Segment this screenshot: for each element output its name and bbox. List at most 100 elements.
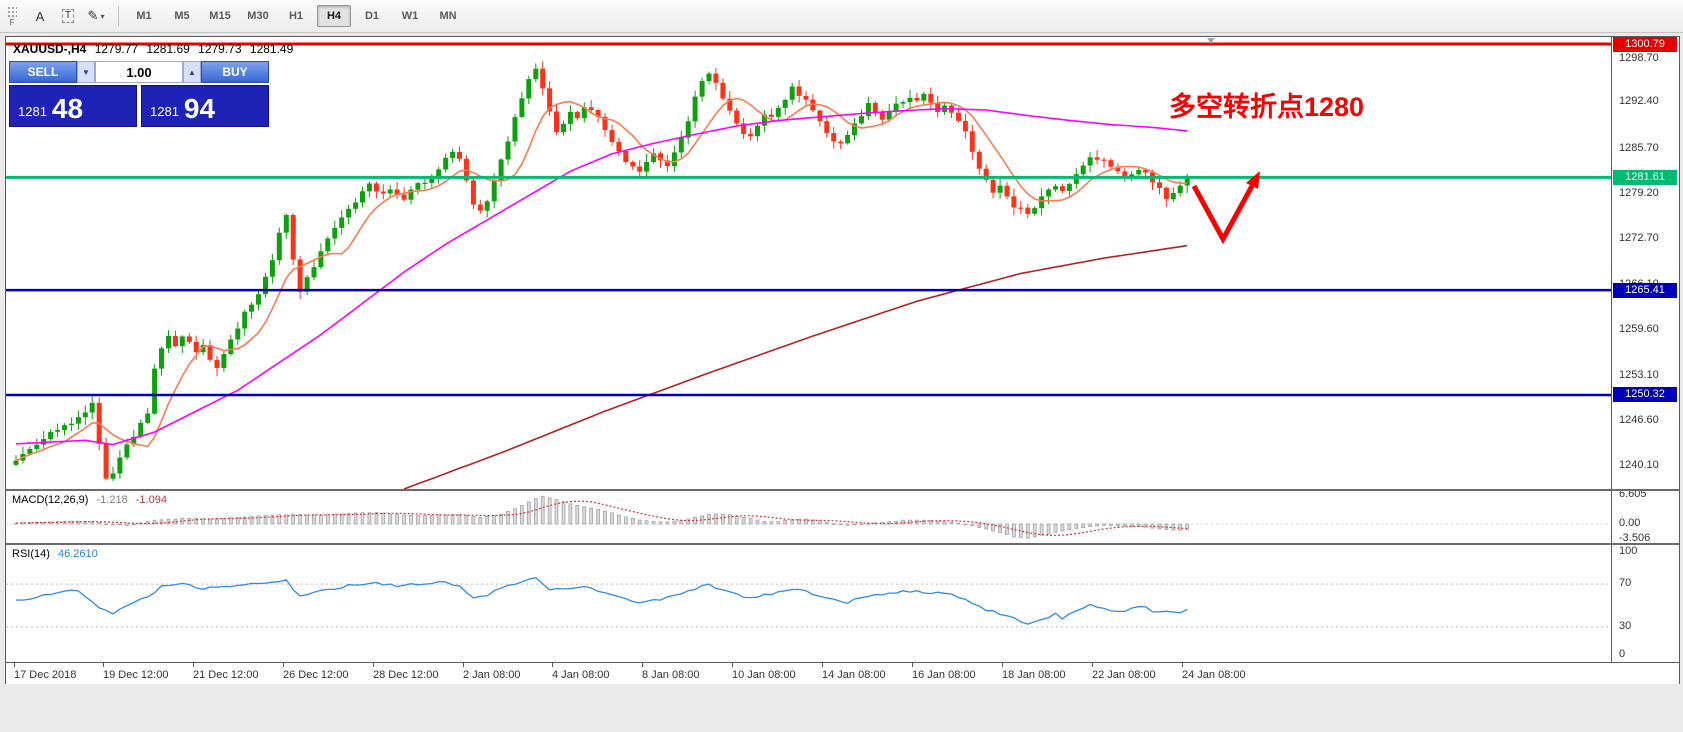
candle-body xyxy=(748,134,754,137)
macd-histogram-bar xyxy=(1060,523,1065,532)
macd-histogram-bar xyxy=(776,521,781,525)
macd-histogram-bar xyxy=(1185,523,1190,530)
candle-body xyxy=(304,277,310,292)
candle-body xyxy=(1046,189,1052,197)
macd-histogram-bar xyxy=(1012,523,1016,538)
time-axis[interactable]: 17 Dec 2018 19 Dec 12:00 21 Dec 12:00 26 De… xyxy=(6,662,1679,684)
candle-body xyxy=(166,336,171,349)
bid-price-big: 48 xyxy=(51,93,84,124)
text-tool-icon: T xyxy=(61,9,75,23)
macd-histogram-bar xyxy=(471,516,476,525)
candle-body xyxy=(408,189,414,200)
rsi-name: RSI(14) xyxy=(12,548,50,560)
candle-body xyxy=(1184,178,1190,186)
timeframe-m30[interactable]: M30 xyxy=(247,10,269,22)
toolbar-drag-handle[interactable]: F xyxy=(4,2,20,30)
ask-price-display[interactable]: 1281 94 xyxy=(141,85,269,127)
macd-histogram-bar xyxy=(1039,523,1044,536)
candle-body xyxy=(283,215,289,233)
candle-body xyxy=(138,422,144,437)
candle-body xyxy=(477,204,483,211)
time-tick-label: 26 Dec 12:00 xyxy=(283,669,349,681)
macd-histogram-bar xyxy=(769,521,774,525)
candle-body xyxy=(983,168,989,180)
price-axis[interactable]: 1298.701292.401285.701279.201272.701266.… xyxy=(1611,37,1679,683)
candle-body xyxy=(685,121,691,138)
macd-histogram-bar xyxy=(991,523,995,532)
candle-body xyxy=(1087,157,1093,166)
candle-body xyxy=(353,202,359,209)
macd-histogram-bar xyxy=(658,521,663,525)
macd-histogram-bar xyxy=(1122,523,1127,527)
time-tick xyxy=(1002,663,1003,667)
price-tick-label: 1285.70 xyxy=(1619,142,1659,154)
rsi-value: 46.2610 xyxy=(57,548,98,560)
volume-down-button[interactable]: ▼ xyxy=(77,61,95,83)
candle-body xyxy=(872,103,878,112)
candle-body xyxy=(152,368,158,414)
timeframe-m15[interactable]: M15 xyxy=(209,10,231,22)
annotation-arrow-head[interactable] xyxy=(1246,171,1260,189)
shapes-tool-button[interactable]: ✎ ▾ xyxy=(83,4,109,28)
timeframe-h4[interactable]: H4 xyxy=(317,5,351,27)
candle-body xyxy=(491,180,497,202)
candle-body xyxy=(997,185,1003,193)
macd-histogram-bar xyxy=(235,517,240,525)
candle-body xyxy=(82,412,88,418)
rsi-tick-label: 70 xyxy=(1619,577,1632,589)
time-tick-label: 21 Dec 12:00 xyxy=(193,669,259,681)
candle-body xyxy=(346,208,352,218)
candle-body xyxy=(62,425,67,430)
macd-histogram-bar xyxy=(201,518,205,525)
timeframe-d1[interactable]: D1 xyxy=(364,10,380,22)
macd-histogram-bar xyxy=(464,515,469,525)
open-value: 1279.77 xyxy=(94,42,139,56)
text-tool-button[interactable]: T xyxy=(55,4,81,28)
macd-histogram-bar xyxy=(457,513,462,525)
candle-body xyxy=(928,93,934,103)
candle-body xyxy=(131,436,137,445)
timeframe-m1[interactable]: M1 xyxy=(136,10,152,22)
candle-body xyxy=(1122,171,1128,178)
macd-histogram-bar xyxy=(790,519,795,525)
timeframe-h1[interactable]: H1 xyxy=(288,10,304,22)
macd-histogram-bar xyxy=(838,523,843,526)
rsi-panel[interactable] xyxy=(6,545,1611,662)
drag-dots-icon xyxy=(7,5,17,18)
macd-histogram-bar xyxy=(478,516,483,525)
panel-separator-macd[interactable] xyxy=(6,489,1679,491)
candle-body xyxy=(595,110,601,117)
candle-body xyxy=(526,79,532,99)
timeframe-m5[interactable]: M5 xyxy=(174,10,190,22)
candle-body xyxy=(720,82,726,99)
cursor-tool-button[interactable]: A xyxy=(27,4,53,28)
ohlc-header: XAUUSD-,H4 1279.77 1281.69 1279.73 1281.… xyxy=(13,42,298,56)
macd-tick-label: -3.506 xyxy=(1619,532,1651,544)
macd-panel[interactable] xyxy=(6,491,1611,543)
macd-histogram-bar xyxy=(1032,523,1037,538)
macd-histogram-bar xyxy=(360,512,365,525)
annotation-text[interactable]: 多空转折点1280 xyxy=(1169,92,1365,122)
price-chart-canvas[interactable] xyxy=(6,37,1611,489)
buy-button[interactable]: BUY xyxy=(201,61,269,83)
candle-body xyxy=(623,151,629,162)
macd-histogram-bar xyxy=(561,501,566,525)
volume-up-button[interactable]: ▲ xyxy=(183,61,201,83)
annotation-arrow[interactable] xyxy=(1191,184,1255,245)
sell-button[interactable]: SELL xyxy=(9,61,77,83)
panel-separator-rsi[interactable] xyxy=(6,543,1679,545)
macd-histogram-bar xyxy=(727,514,732,525)
macd-histogram-bar xyxy=(450,514,455,525)
bid-price-display[interactable]: 1281 48 xyxy=(9,85,137,127)
candle-body xyxy=(34,444,40,450)
high-value: 1281.69 xyxy=(146,42,190,56)
candle-body xyxy=(914,97,920,101)
macd-histogram-bar xyxy=(935,520,940,525)
volume-input[interactable]: 1.00 xyxy=(95,61,183,83)
macd-histogram-bar xyxy=(402,514,406,525)
timeframe-w1[interactable]: W1 xyxy=(401,10,419,22)
macd-histogram-bar xyxy=(921,519,926,525)
timeframe-mn[interactable]: MN xyxy=(439,10,457,22)
macd-histogram-bar xyxy=(152,519,157,525)
candle-body xyxy=(845,135,851,144)
